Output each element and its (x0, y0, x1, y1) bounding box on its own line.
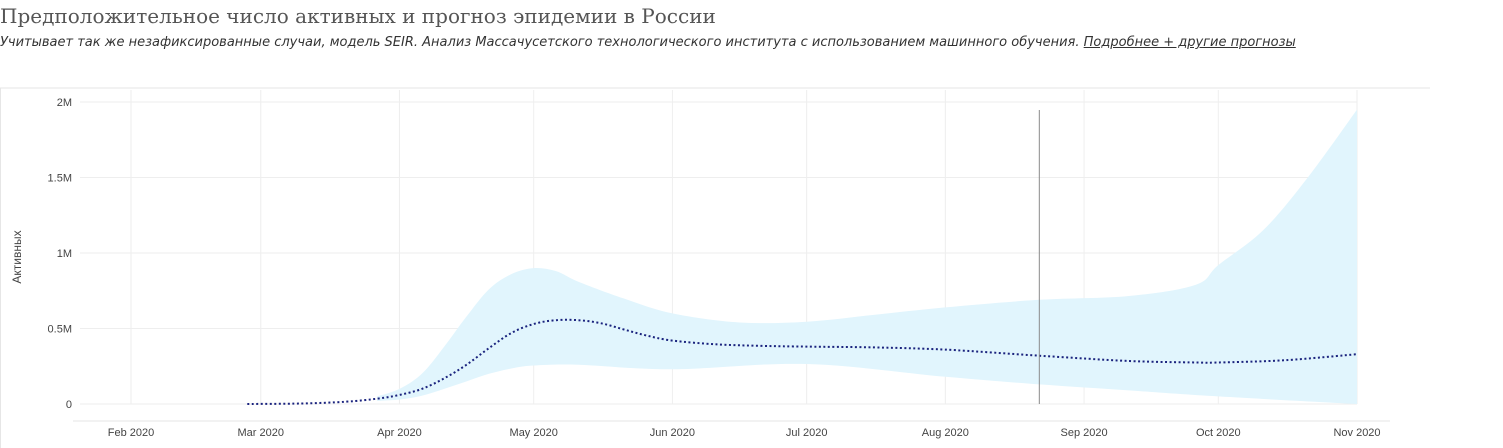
y-tick-label: 0.5M (48, 324, 72, 336)
x-tick-label: Aug 2020 (922, 427, 969, 439)
y-tick-label: 1M (57, 248, 72, 260)
chart-title: Предположительное число активных и прогн… (0, 4, 716, 28)
x-tick-label: Oct 2020 (1196, 427, 1241, 439)
x-tick-label: Mar 2020 (238, 427, 284, 439)
chart-subtitle: Учитывает так же незафиксированные случа… (0, 35, 1296, 50)
forecast-line (247, 318, 1358, 405)
x-tick-label: Nov 2020 (1333, 427, 1380, 439)
x-tick-label: Apr 2020 (377, 427, 422, 439)
x-tick-label: Sep 2020 (1061, 427, 1108, 439)
x-tick-label: Jun 2020 (650, 427, 695, 439)
subtitle-text: Учитывает так же незафиксированные случа… (0, 35, 1080, 50)
y-axis-label: Активных (10, 230, 24, 283)
confidence-band (377, 109, 1358, 404)
x-tick-label: Jul 2020 (786, 427, 828, 439)
y-tick-label: 2M (57, 97, 72, 109)
x-tick-label: Feb 2020 (108, 427, 154, 439)
y-tick-label: 1.5M (48, 173, 72, 185)
axis-layer: Feb 2020 Mar 2020 Apr 2020 May 2020 Jun 2020… (48, 97, 1390, 439)
x-tick-label: May 2020 (510, 427, 558, 439)
forecast-line-layer (247, 318, 1358, 405)
y-tick-label: 0 (66, 399, 72, 411)
more-forecasts-link[interactable]: Подробнее + другие прогнозы (1083, 35, 1296, 50)
confidence-band-layer (377, 109, 1358, 404)
